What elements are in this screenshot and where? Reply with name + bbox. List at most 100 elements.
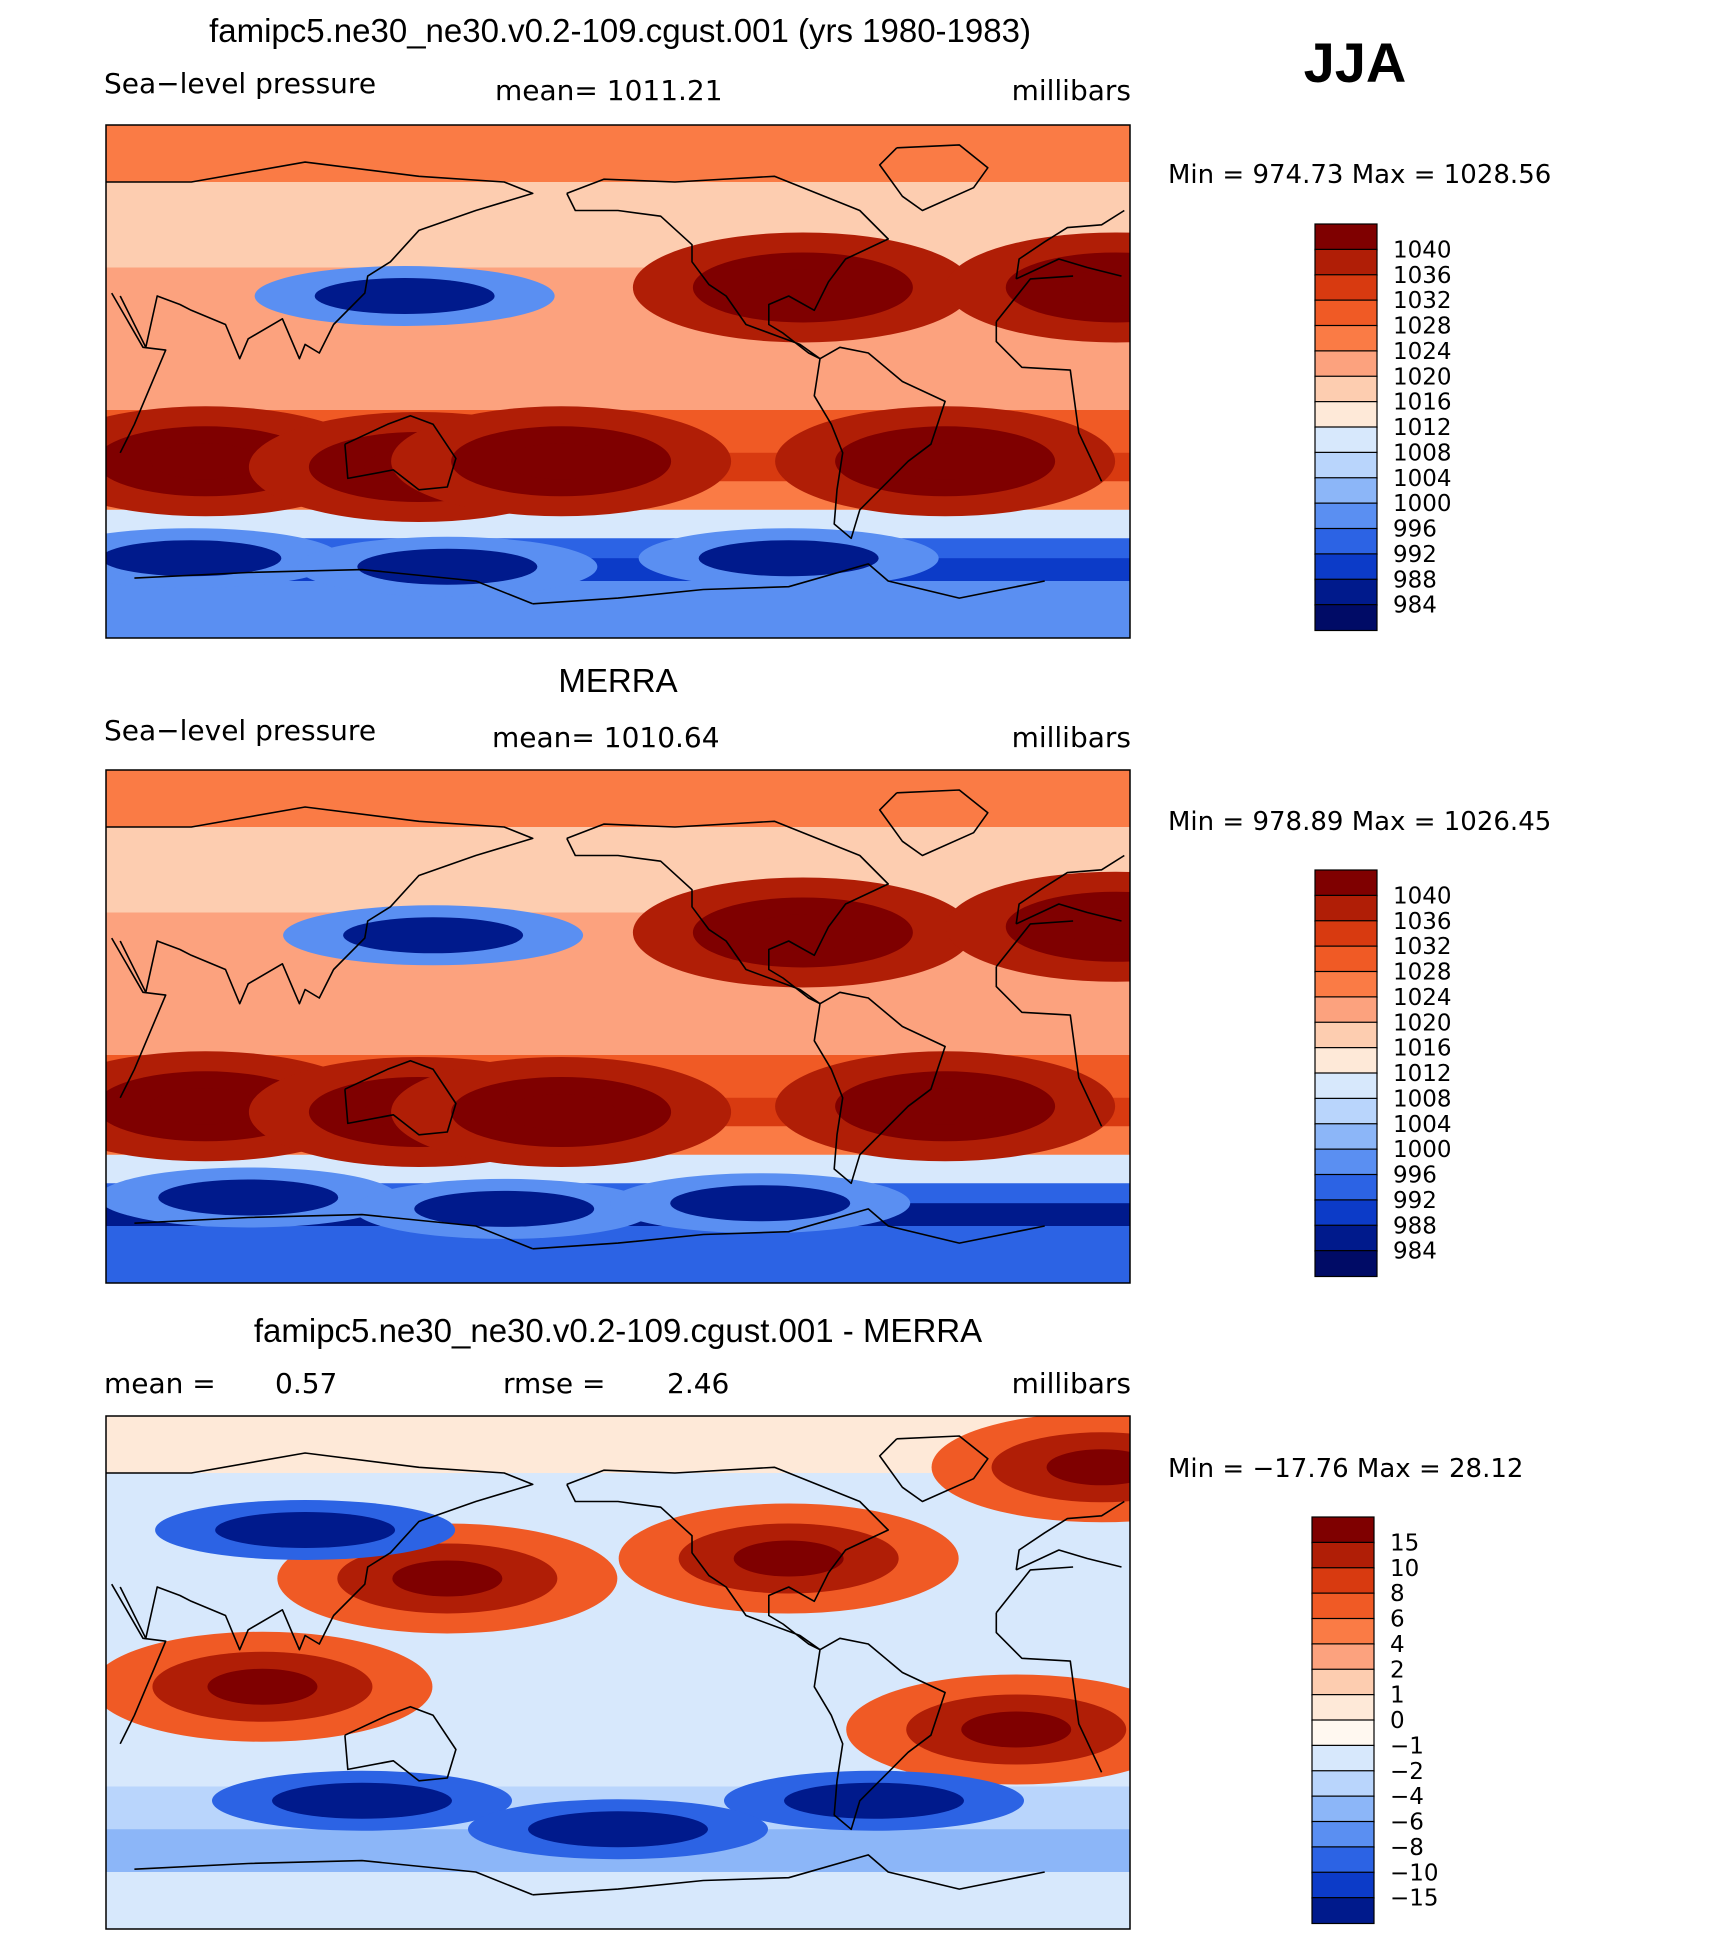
colorbar-tick-label: 992	[1393, 542, 1437, 568]
map-frame	[105, 1415, 1131, 1930]
field-high	[733, 1540, 844, 1577]
colorbar-swatch	[1314, 1047, 1378, 1075]
coastline	[878, 1435, 989, 1503]
colorbar-tick-label: −2	[1390, 1759, 1424, 1785]
colorbar-swatch	[1311, 1897, 1375, 1925]
colorbar-tick-label: 1008	[1393, 1086, 1452, 1112]
colorbar-swatch	[1314, 1148, 1378, 1176]
colorbar-swatch	[1314, 274, 1378, 302]
colorbar-tick-label: 1036	[1393, 909, 1452, 935]
colorbar-tick-label: 1	[1390, 1683, 1405, 1709]
field-high	[890, 1088, 1001, 1125]
colorbar-swatch	[1314, 1250, 1378, 1278]
field-high	[1060, 269, 1130, 306]
colorbar-swatch	[1311, 1795, 1375, 1823]
colorbar-swatch	[1314, 299, 1378, 327]
coastline	[344, 414, 457, 491]
colorbar-tick-label: 1000	[1393, 1137, 1452, 1163]
field-low	[414, 1190, 595, 1227]
units-label: millibars	[1012, 74, 1131, 107]
field-band	[106, 1872, 1130, 1929]
coastline	[134, 568, 533, 605]
coastline	[813, 1637, 946, 1831]
field-band	[106, 770, 1130, 828]
field-low	[343, 917, 524, 954]
colorbar-swatch	[1314, 920, 1378, 948]
colorbar-tick-label: 1004	[1393, 1112, 1452, 1138]
rmse-label: rmse =	[503, 1367, 605, 1400]
field-low	[670, 1185, 851, 1222]
colorbar-tick-label: −6	[1390, 1810, 1424, 1836]
map-frame	[105, 769, 1131, 1284]
colorbar-swatch	[1314, 553, 1378, 581]
colorbar-swatch	[1311, 1668, 1375, 1696]
colorbar-tick-label: 1016	[1393, 1036, 1452, 1062]
units-label: millibars	[1012, 721, 1131, 754]
min-max-label: Min = 978.89 Max = 1026.45	[1168, 807, 1551, 837]
field-high	[392, 1560, 503, 1597]
colorbar-swatch	[1314, 1224, 1378, 1252]
coastline	[134, 1859, 533, 1896]
field-band	[106, 581, 1130, 638]
field-band	[106, 182, 1130, 269]
mean-label: mean =	[104, 1367, 216, 1400]
colorbar-swatch	[1311, 1592, 1375, 1620]
coastline	[532, 1208, 1045, 1250]
field-low	[784, 1782, 964, 1819]
colorbar-swatch	[1314, 945, 1378, 973]
colorbar-swatch	[1311, 1541, 1375, 1569]
colorbar-tick-label: −8	[1390, 1835, 1424, 1861]
colorbar-swatch	[1314, 578, 1378, 606]
colorbar-tick-label: 1004	[1393, 466, 1452, 492]
field-band	[106, 827, 1130, 914]
coastline	[878, 144, 989, 212]
colorbar-swatch	[1314, 527, 1378, 555]
colorbar-swatch	[1314, 1097, 1378, 1125]
colorbar-swatch	[1314, 426, 1378, 454]
coastline	[995, 1612, 1103, 1773]
field-low	[272, 1782, 452, 1819]
colorbar-tick-label: 988	[1393, 1213, 1437, 1239]
map-field	[106, 770, 1130, 1283]
colorbar-swatch	[1314, 223, 1378, 251]
colorbar-swatch	[1314, 477, 1378, 505]
mean-label: mean= 1010.64	[492, 721, 720, 754]
colorbar-tick-label: −10	[1390, 1860, 1439, 1886]
colorbar-swatch	[1314, 604, 1378, 632]
map-field	[106, 125, 1130, 638]
panel-title: famipc5.ne30_ne30.v0.2-109.cgust.001 - M…	[254, 1312, 982, 1349]
colorbar-swatch	[1314, 1173, 1378, 1201]
colorbar-tick-label: 1020	[1393, 364, 1452, 390]
coastline	[344, 1705, 457, 1782]
colorbar-tick-label: 1040	[1393, 237, 1452, 263]
field-band	[106, 338, 1130, 411]
colorbar-tick-label: 996	[1393, 517, 1437, 543]
coastline	[111, 292, 167, 454]
coastline	[532, 563, 1045, 605]
field-high	[207, 1668, 318, 1705]
colorbar-swatch	[1314, 451, 1378, 479]
field-high	[150, 1088, 261, 1125]
colorbar-swatch	[1314, 869, 1378, 897]
colorbar-tick-label: 984	[1393, 593, 1437, 619]
colorbar-swatch	[1314, 1123, 1378, 1151]
coastline	[106, 1452, 534, 1651]
colorbar-tick-label: 6	[1390, 1607, 1405, 1633]
coastline	[344, 1059, 457, 1136]
colorbar-tick-label: 15	[1390, 1530, 1419, 1556]
coastline	[1015, 258, 1122, 280]
colorbar-tick-label: 8	[1390, 1581, 1405, 1607]
coastline	[1015, 903, 1122, 925]
colorbar-tick-label: 1028	[1393, 314, 1452, 340]
field-high	[1060, 908, 1130, 945]
field-high	[961, 1711, 1072, 1748]
colorbar-tick-label: 1024	[1393, 985, 1452, 1011]
coastline	[106, 161, 534, 360]
field-high	[747, 269, 858, 306]
colorbar-tick-label: 988	[1393, 567, 1437, 593]
coastline	[134, 1213, 533, 1250]
colorbar-swatch	[1311, 1820, 1375, 1848]
coastline	[566, 820, 890, 1005]
coastline	[995, 920, 1074, 968]
